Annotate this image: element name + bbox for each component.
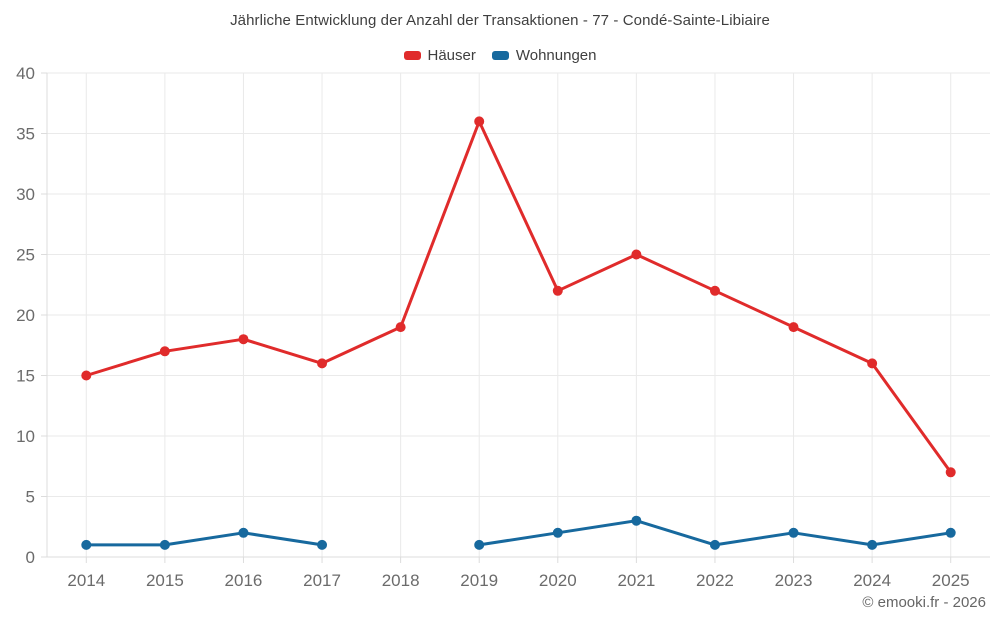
x-tick-label: 2025 <box>932 571 970 590</box>
data-point-1[interactable] <box>788 527 799 538</box>
y-tick-label: 30 <box>16 185 35 204</box>
copyright-credit: © emooki.fr - 2026 <box>862 594 986 611</box>
data-point-0[interactable] <box>867 358 878 369</box>
data-point-0[interactable] <box>709 285 720 296</box>
x-tick-label: 2019 <box>460 571 498 590</box>
data-point-1[interactable] <box>945 527 956 538</box>
data-point-0[interactable] <box>631 249 642 260</box>
x-tick-label: 2017 <box>303 571 341 590</box>
data-point-1[interactable] <box>552 527 563 538</box>
legend-swatch-icon <box>403 51 421 60</box>
data-point-1[interactable] <box>317 539 328 550</box>
data-point-0[interactable] <box>395 322 406 333</box>
chart-legend: Häuser Wohnungen <box>0 47 1000 64</box>
y-tick-label: 35 <box>16 125 35 144</box>
series-line-0 <box>84 119 953 474</box>
data-point-0[interactable] <box>945 467 956 478</box>
x-tick-label: 2016 <box>225 571 263 590</box>
x-tick-label: 2024 <box>853 571 891 590</box>
data-point-1[interactable] <box>474 539 485 550</box>
y-tick-label: 5 <box>26 488 35 507</box>
data-point-1[interactable] <box>709 539 720 550</box>
data-point-0[interactable] <box>474 116 485 127</box>
x-tick-label: 2015 <box>146 571 184 590</box>
legend-item-1[interactable]: Wohnungen <box>491 47 597 64</box>
y-tick-label: 20 <box>16 306 35 325</box>
series-line-1 <box>84 531 324 547</box>
legend-swatch-icon <box>491 51 509 60</box>
y-tick-label: 0 <box>26 548 35 567</box>
x-tick-label: 2022 <box>696 571 734 590</box>
x-tick-label: 2018 <box>382 571 420 590</box>
legend-item-0[interactable]: Häuser <box>403 47 476 64</box>
x-tick-label: 2023 <box>775 571 813 590</box>
x-tick-label: 2020 <box>539 571 577 590</box>
data-point-1[interactable] <box>631 515 642 526</box>
data-point-0[interactable] <box>238 334 249 345</box>
y-tick-label: 40 <box>16 64 35 83</box>
y-tick-label: 15 <box>16 367 35 386</box>
data-point-1[interactable] <box>867 539 878 550</box>
legend-label: Häuser <box>427 47 476 64</box>
legend-label: Wohnungen <box>515 47 597 64</box>
x-tick-label: 2021 <box>617 571 655 590</box>
data-point-0[interactable] <box>552 285 563 296</box>
data-point-1[interactable] <box>238 527 249 538</box>
data-point-0[interactable] <box>159 346 170 357</box>
data-point-0[interactable] <box>788 322 799 333</box>
data-point-1[interactable] <box>159 539 170 550</box>
y-tick-label: 10 <box>16 427 35 446</box>
x-tick-label: 2014 <box>67 571 105 590</box>
y-tick-label: 25 <box>16 246 35 265</box>
chart-title: Jährliche Entwicklung der Anzahl der Tra… <box>230 12 770 29</box>
data-point-0[interactable] <box>317 358 328 369</box>
data-point-1[interactable] <box>81 539 92 550</box>
data-point-0[interactable] <box>81 370 92 381</box>
